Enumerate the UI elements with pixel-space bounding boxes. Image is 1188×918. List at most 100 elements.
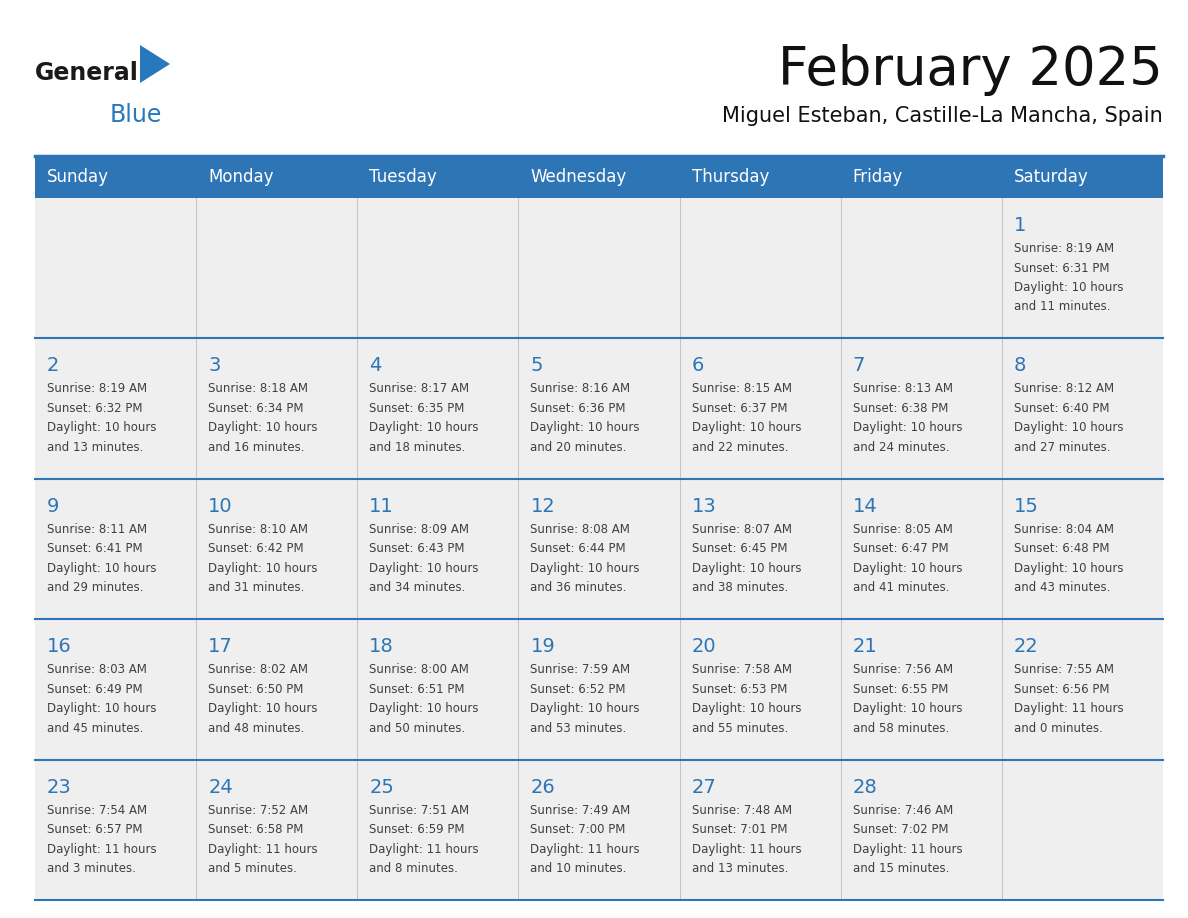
Text: Sunrise: 8:04 AM: Sunrise: 8:04 AM [1013, 522, 1114, 536]
Text: Sunrise: 8:07 AM: Sunrise: 8:07 AM [691, 522, 791, 536]
Text: Sunset: 6:59 PM: Sunset: 6:59 PM [369, 823, 465, 836]
Text: and 29 minutes.: and 29 minutes. [48, 581, 144, 594]
Text: and 24 minutes.: and 24 minutes. [853, 441, 949, 453]
Text: 12: 12 [530, 497, 555, 516]
Text: Daylight: 11 hours: Daylight: 11 hours [530, 843, 640, 856]
Bar [841, 198, 1001, 339]
Text: 5: 5 [530, 356, 543, 375]
Text: Sunset: 6:34 PM: Sunset: 6:34 PM [208, 402, 304, 415]
Text: and 16 minutes.: and 16 minutes. [208, 441, 304, 453]
Text: 26: 26 [530, 778, 555, 797]
Bar [358, 339, 518, 479]
Text: Daylight: 11 hours: Daylight: 11 hours [1013, 702, 1124, 715]
Text: and 43 minutes.: and 43 minutes. [1013, 581, 1111, 594]
Text: Sunrise: 8:12 AM: Sunrise: 8:12 AM [1013, 383, 1114, 396]
Text: 1: 1 [1013, 216, 1026, 235]
Text: and 10 minutes.: and 10 minutes. [530, 862, 627, 875]
Text: Daylight: 10 hours: Daylight: 10 hours [691, 562, 801, 575]
Bar [680, 759, 841, 900]
Text: Sunrise: 8:09 AM: Sunrise: 8:09 AM [369, 522, 469, 536]
Text: and 55 minutes.: and 55 minutes. [691, 722, 788, 734]
Text: and 36 minutes.: and 36 minutes. [530, 581, 627, 594]
Text: 10: 10 [208, 497, 233, 516]
Text: Sunset: 6:32 PM: Sunset: 6:32 PM [48, 402, 143, 415]
Text: and 20 minutes.: and 20 minutes. [530, 441, 627, 453]
Bar [680, 479, 841, 620]
Bar [841, 620, 1001, 759]
Text: Sunrise: 7:48 AM: Sunrise: 7:48 AM [691, 803, 791, 817]
Text: Sunrise: 7:51 AM: Sunrise: 7:51 AM [369, 803, 469, 817]
Text: 9: 9 [48, 497, 59, 516]
Text: Sunrise: 7:56 AM: Sunrise: 7:56 AM [853, 663, 953, 677]
Text: Sunset: 6:36 PM: Sunset: 6:36 PM [530, 402, 626, 415]
Bar [196, 198, 358, 339]
Text: Sunset: 6:37 PM: Sunset: 6:37 PM [691, 402, 788, 415]
Text: Sunset: 6:55 PM: Sunset: 6:55 PM [853, 683, 948, 696]
Text: Sunset: 7:02 PM: Sunset: 7:02 PM [853, 823, 948, 836]
Text: 2: 2 [48, 356, 59, 375]
Text: Sunset: 6:58 PM: Sunset: 6:58 PM [208, 823, 303, 836]
Text: Sunset: 6:41 PM: Sunset: 6:41 PM [48, 543, 143, 555]
Bar [196, 759, 358, 900]
Bar [196, 339, 358, 479]
Text: Daylight: 10 hours: Daylight: 10 hours [48, 562, 157, 575]
Text: Sunrise: 8:00 AM: Sunrise: 8:00 AM [369, 663, 469, 677]
Bar [680, 620, 841, 759]
Text: and 31 minutes.: and 31 minutes. [208, 581, 304, 594]
Bar [518, 759, 680, 900]
Text: Daylight: 10 hours: Daylight: 10 hours [48, 702, 157, 715]
Text: 8: 8 [1013, 356, 1026, 375]
Text: Daylight: 10 hours: Daylight: 10 hours [208, 702, 317, 715]
Text: Daylight: 10 hours: Daylight: 10 hours [853, 421, 962, 434]
Text: Sunrise: 7:52 AM: Sunrise: 7:52 AM [208, 803, 308, 817]
Text: Sunset: 6:43 PM: Sunset: 6:43 PM [369, 543, 465, 555]
Text: 15: 15 [1013, 497, 1038, 516]
Text: and 8 minutes.: and 8 minutes. [369, 862, 459, 875]
Text: Sunset: 6:49 PM: Sunset: 6:49 PM [48, 683, 143, 696]
Bar [34, 198, 196, 339]
Bar [841, 759, 1001, 900]
Text: Sunrise: 8:13 AM: Sunrise: 8:13 AM [853, 383, 953, 396]
Bar [518, 620, 680, 759]
Text: Sunset: 6:48 PM: Sunset: 6:48 PM [1013, 543, 1110, 555]
Text: Sunset: 6:31 PM: Sunset: 6:31 PM [1013, 262, 1110, 274]
Text: and 38 minutes.: and 38 minutes. [691, 581, 788, 594]
Bar [1001, 479, 1163, 620]
Text: Miguel Esteban, Castille-La Mancha, Spain: Miguel Esteban, Castille-La Mancha, Spai… [722, 106, 1163, 126]
Text: General: General [34, 61, 139, 85]
Bar [518, 339, 680, 479]
Text: and 41 minutes.: and 41 minutes. [853, 581, 949, 594]
Text: 7: 7 [853, 356, 865, 375]
Polygon shape [140, 45, 170, 83]
Text: Daylight: 11 hours: Daylight: 11 hours [691, 843, 801, 856]
Text: Daylight: 10 hours: Daylight: 10 hours [853, 562, 962, 575]
Text: Daylight: 11 hours: Daylight: 11 hours [369, 843, 479, 856]
Bar [358, 759, 518, 900]
Bar [34, 620, 196, 759]
Text: and 50 minutes.: and 50 minutes. [369, 722, 466, 734]
Text: 4: 4 [369, 356, 381, 375]
Text: and 53 minutes.: and 53 minutes. [530, 722, 627, 734]
Text: Sunrise: 8:18 AM: Sunrise: 8:18 AM [208, 383, 308, 396]
Text: Sunrise: 8:02 AM: Sunrise: 8:02 AM [208, 663, 308, 677]
Text: Sunset: 6:56 PM: Sunset: 6:56 PM [1013, 683, 1110, 696]
Bar [1001, 198, 1163, 339]
Text: Sunset: 6:51 PM: Sunset: 6:51 PM [369, 683, 465, 696]
Text: 6: 6 [691, 356, 704, 375]
Text: Daylight: 10 hours: Daylight: 10 hours [691, 702, 801, 715]
Text: Daylight: 11 hours: Daylight: 11 hours [48, 843, 157, 856]
Text: and 48 minutes.: and 48 minutes. [208, 722, 304, 734]
Text: Sunrise: 8:17 AM: Sunrise: 8:17 AM [369, 383, 469, 396]
Text: Sunrise: 8:11 AM: Sunrise: 8:11 AM [48, 522, 147, 536]
Text: Sunrise: 8:19 AM: Sunrise: 8:19 AM [1013, 242, 1114, 255]
Text: and 3 minutes.: and 3 minutes. [48, 862, 135, 875]
Bar [358, 479, 518, 620]
Text: 16: 16 [48, 637, 71, 656]
Text: Sunrise: 8:08 AM: Sunrise: 8:08 AM [530, 522, 631, 536]
Text: Daylight: 10 hours: Daylight: 10 hours [369, 562, 479, 575]
Text: Daylight: 10 hours: Daylight: 10 hours [1013, 562, 1124, 575]
Text: Sunrise: 7:46 AM: Sunrise: 7:46 AM [853, 803, 953, 817]
Text: Sunday: Sunday [48, 168, 109, 186]
Text: Daylight: 10 hours: Daylight: 10 hours [369, 421, 479, 434]
Bar [34, 156, 1163, 198]
